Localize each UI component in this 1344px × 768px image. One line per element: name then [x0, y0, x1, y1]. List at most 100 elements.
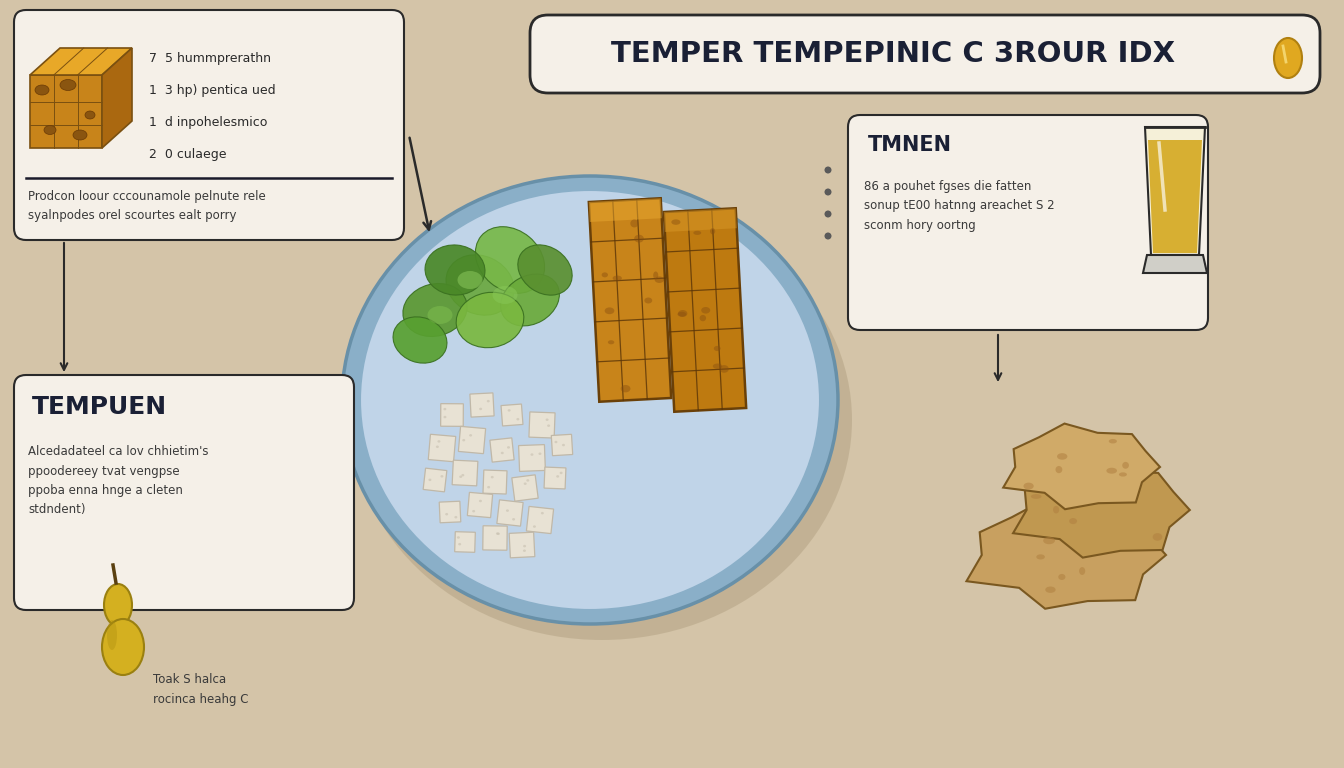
- Ellipse shape: [1077, 518, 1086, 522]
- Ellipse shape: [441, 475, 444, 478]
- Ellipse shape: [1103, 485, 1114, 492]
- Ellipse shape: [1274, 38, 1302, 78]
- Ellipse shape: [1074, 480, 1083, 485]
- Polygon shape: [470, 393, 495, 417]
- Ellipse shape: [102, 619, 144, 675]
- Polygon shape: [1142, 255, 1207, 273]
- FancyBboxPatch shape: [530, 15, 1320, 93]
- Ellipse shape: [677, 310, 687, 317]
- Ellipse shape: [559, 472, 563, 474]
- Polygon shape: [512, 475, 538, 502]
- Ellipse shape: [458, 543, 461, 545]
- Ellipse shape: [602, 273, 607, 277]
- Text: TMNEN: TMNEN: [868, 135, 952, 155]
- Ellipse shape: [547, 425, 550, 427]
- Ellipse shape: [472, 510, 476, 512]
- Ellipse shape: [478, 408, 482, 410]
- Text: 86 a pouhet fgses die fatten
sonup tE00 hatnng areachet S 2
sconm hory oortng: 86 a pouhet fgses die fatten sonup tE00 …: [864, 180, 1055, 232]
- Ellipse shape: [677, 312, 687, 316]
- Polygon shape: [527, 506, 554, 534]
- Ellipse shape: [505, 509, 509, 511]
- Ellipse shape: [527, 479, 530, 482]
- Ellipse shape: [497, 532, 500, 535]
- Ellipse shape: [824, 210, 832, 217]
- Ellipse shape: [341, 176, 839, 624]
- Ellipse shape: [702, 307, 710, 313]
- Ellipse shape: [491, 476, 493, 478]
- Ellipse shape: [429, 478, 431, 481]
- Ellipse shape: [517, 245, 573, 295]
- Ellipse shape: [1016, 525, 1023, 532]
- Ellipse shape: [108, 620, 117, 650]
- Polygon shape: [482, 526, 507, 550]
- Ellipse shape: [613, 276, 622, 281]
- Ellipse shape: [824, 233, 832, 240]
- Ellipse shape: [655, 276, 664, 283]
- Polygon shape: [102, 48, 132, 148]
- Ellipse shape: [719, 365, 728, 372]
- Ellipse shape: [824, 167, 832, 174]
- Ellipse shape: [392, 317, 448, 363]
- Ellipse shape: [1058, 574, 1066, 580]
- Ellipse shape: [556, 475, 559, 478]
- Text: 1  3 hp) pentica ued: 1 3 hp) pentica ued: [149, 84, 276, 97]
- Ellipse shape: [644, 297, 652, 303]
- Ellipse shape: [1079, 567, 1085, 575]
- Polygon shape: [30, 48, 132, 75]
- Ellipse shape: [44, 125, 56, 134]
- Ellipse shape: [501, 452, 504, 454]
- Polygon shape: [544, 467, 566, 489]
- Ellipse shape: [621, 385, 630, 392]
- Ellipse shape: [824, 188, 832, 196]
- Ellipse shape: [1120, 472, 1126, 477]
- Ellipse shape: [672, 220, 680, 225]
- Ellipse shape: [461, 474, 464, 476]
- Polygon shape: [519, 445, 546, 472]
- Ellipse shape: [460, 475, 462, 478]
- Ellipse shape: [516, 418, 519, 420]
- Polygon shape: [30, 75, 102, 148]
- Polygon shape: [439, 502, 461, 523]
- Ellipse shape: [523, 545, 526, 548]
- Polygon shape: [589, 198, 661, 222]
- Ellipse shape: [35, 85, 48, 95]
- Ellipse shape: [1083, 492, 1094, 497]
- Polygon shape: [423, 468, 446, 492]
- Ellipse shape: [457, 271, 482, 289]
- Ellipse shape: [469, 434, 472, 436]
- Ellipse shape: [1056, 453, 1067, 460]
- Text: Toak S halca
rocinca heahg C: Toak S halca rocinca heahg C: [153, 673, 249, 706]
- Text: TEMPER TEMPEPINIC C 3ROUR IDX: TEMPER TEMPEPINIC C 3ROUR IDX: [612, 40, 1176, 68]
- Text: 2  0 culaege: 2 0 culaege: [149, 148, 227, 161]
- Polygon shape: [458, 426, 485, 454]
- Ellipse shape: [1055, 466, 1062, 473]
- Ellipse shape: [103, 584, 132, 626]
- Ellipse shape: [444, 415, 446, 419]
- Ellipse shape: [539, 452, 542, 455]
- Ellipse shape: [1106, 468, 1117, 474]
- Ellipse shape: [1070, 518, 1077, 524]
- Ellipse shape: [73, 130, 87, 140]
- Ellipse shape: [1046, 587, 1055, 593]
- Ellipse shape: [457, 536, 460, 538]
- Polygon shape: [441, 404, 464, 426]
- Polygon shape: [1145, 127, 1206, 255]
- Ellipse shape: [352, 200, 852, 640]
- Ellipse shape: [508, 409, 511, 412]
- Ellipse shape: [523, 549, 526, 552]
- Ellipse shape: [403, 283, 468, 336]
- Ellipse shape: [507, 446, 509, 449]
- Ellipse shape: [562, 444, 564, 446]
- Text: 7  5 hummprerathn: 7 5 hummprerathn: [149, 52, 271, 65]
- Ellipse shape: [546, 419, 548, 421]
- Ellipse shape: [1036, 554, 1044, 560]
- Ellipse shape: [714, 346, 720, 351]
- Ellipse shape: [85, 111, 95, 119]
- Polygon shape: [966, 500, 1167, 609]
- Ellipse shape: [534, 525, 536, 528]
- Ellipse shape: [445, 513, 448, 515]
- Ellipse shape: [1153, 533, 1163, 541]
- Ellipse shape: [487, 400, 489, 402]
- Ellipse shape: [496, 532, 499, 535]
- Ellipse shape: [446, 255, 513, 315]
